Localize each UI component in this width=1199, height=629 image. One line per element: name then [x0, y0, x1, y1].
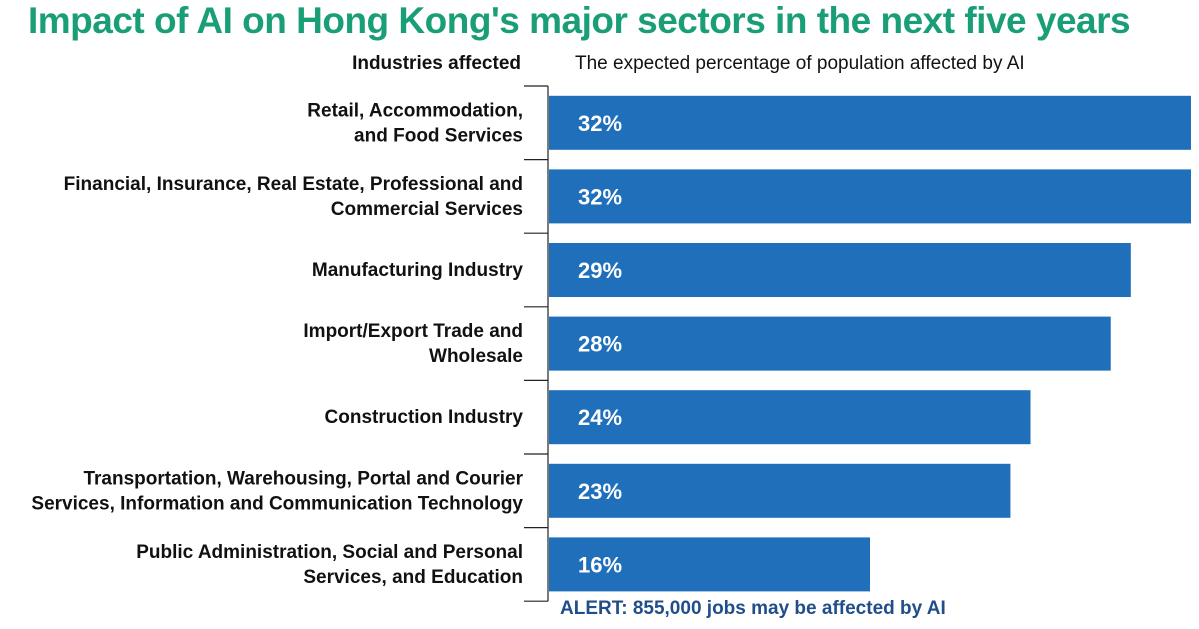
bar-value-label: 32% — [578, 184, 622, 209]
bar — [549, 95, 1191, 150]
bar-value-label: 29% — [578, 258, 622, 283]
bar-value-label: 28% — [578, 332, 622, 357]
category-label: and Food Services — [354, 125, 523, 146]
category-label: Construction Industry — [325, 407, 524, 428]
bar-value-label: 32% — [578, 111, 622, 136]
bar-value-label: 16% — [578, 552, 622, 577]
category-label: Retail, Accommodation, — [307, 100, 523, 121]
category-label: Manufacturing Industry — [312, 260, 524, 281]
bar — [549, 463, 1011, 518]
bar-value-label: 24% — [578, 405, 622, 430]
category-label: Public Administration, Social and Person… — [136, 542, 523, 563]
bar — [549, 537, 870, 592]
category-label: Import/Export Trade and — [303, 321, 523, 342]
bar — [549, 316, 1111, 371]
bar — [549, 243, 1131, 297]
bar — [549, 169, 1191, 224]
industries-column-header: Industries affected — [352, 53, 521, 74]
category-label: Transportation, Warehousing, Portal and … — [83, 468, 523, 489]
category-label: Financial, Insurance, Real Estate, Profe… — [64, 174, 523, 195]
bar-value-label: 23% — [578, 479, 622, 504]
category-label: Commercial Services — [331, 199, 523, 220]
category-label: Services, and Education — [303, 567, 523, 588]
category-label: Services, Information and Communication … — [31, 493, 523, 514]
chart-title: Impact of AI on Hong Kong's major sector… — [28, 0, 1131, 41]
percentage-column-header: The expected percentage of population af… — [575, 53, 1025, 74]
category-label: Wholesale — [429, 346, 523, 367]
bar — [549, 390, 1031, 445]
alert-note: ALERT: 855,000 jobs may be affected by A… — [560, 598, 946, 619]
